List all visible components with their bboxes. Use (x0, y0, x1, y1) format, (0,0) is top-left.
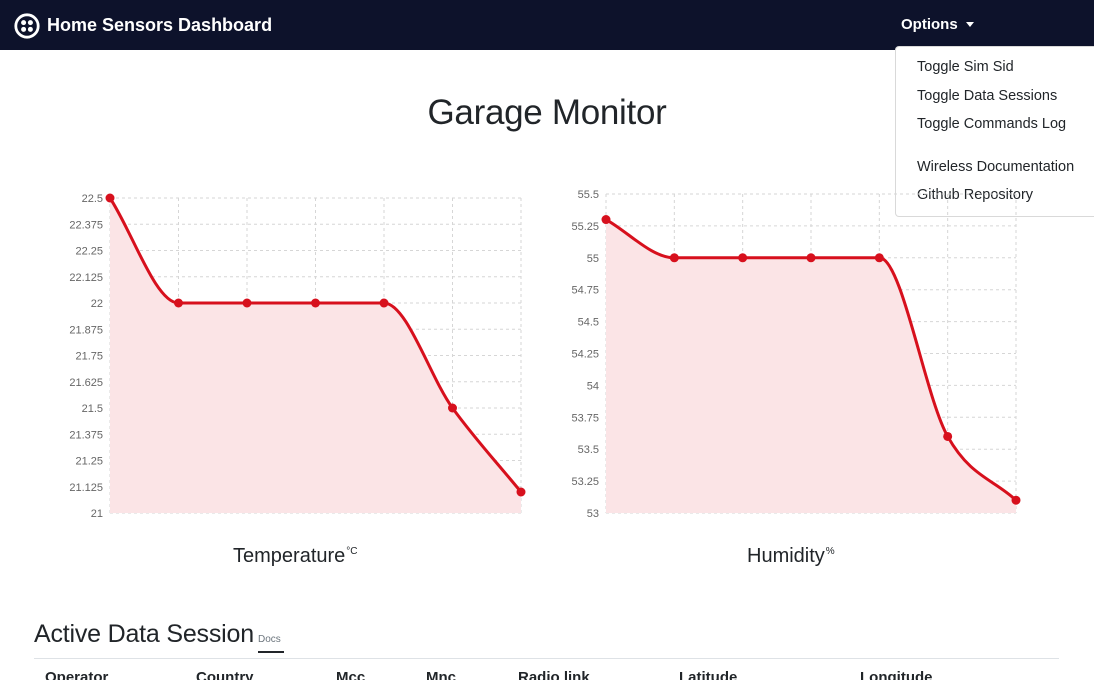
brand-title: Home Sensors Dashboard (47, 15, 273, 35)
humidity-data-point (601, 215, 611, 225)
temperature-data-point (516, 487, 526, 497)
temperature-ytick-label: 21.75 (75, 351, 103, 363)
temperature-ytick-label: 21 (91, 508, 103, 520)
options-dropdown-toggle[interactable]: Options (901, 16, 974, 33)
twilio-logo-icon (14, 12, 40, 39)
humidity-chart-label: Humidity% (747, 545, 835, 568)
temperature-chart-title: Temperature (233, 545, 346, 567)
top-navbar: Home Sensors Dashboard Options (0, 0, 1094, 50)
humidity-ytick-label: 53.75 (571, 412, 599, 424)
humidity-ytick-label: 55.5 (578, 189, 599, 201)
humidity-data-point (1011, 495, 1021, 505)
humidity-ytick-label: 55 (587, 253, 599, 265)
temperature-ytick-label: 21.125 (69, 482, 103, 494)
temperature-data-point (311, 298, 320, 308)
humidity-area-fill (606, 219, 1016, 513)
humidity-data-point (738, 253, 748, 263)
temperature-area-fill (110, 198, 521, 513)
humidity-ytick-label: 53 (587, 508, 599, 520)
docs-tab[interactable]: Docs (258, 634, 284, 653)
temperature-chart: 22.5 22.375 22.25 22.125 22 21.875 21.75 21.625… (69, 193, 526, 520)
humidity-data-point (943, 431, 953, 441)
temperature-ytick-label: 22.5 (82, 193, 103, 205)
column-header-operator: Operator (45, 669, 109, 680)
column-header-longitude: Longitude (860, 669, 933, 680)
menu-item-toggle-commands-log[interactable]: Toggle Commands Log (917, 116, 1067, 132)
menu-item-toggle-sim-sid[interactable]: Toggle Sim Sid (917, 59, 1014, 75)
menu-item-github-repository[interactable]: Github Repository (917, 187, 1034, 203)
temperature-ytick-label: 21.625 (69, 377, 103, 389)
temperature-ytick-label: 22.125 (69, 272, 103, 284)
humidity-ytick-label: 55.25 (571, 221, 599, 233)
menu-item-toggle-data-sessions[interactable]: Toggle Data Sessions (917, 88, 1058, 104)
caret-down-icon (965, 22, 974, 27)
temperature-chart-label: Temperature°C (233, 545, 358, 568)
temperature-data-point (174, 298, 183, 308)
humidity-unit: % (825, 546, 835, 557)
temperature-unit: °C (346, 546, 358, 557)
column-header-country: Country (196, 669, 254, 680)
humidity-ytick-label: 54.5 (578, 317, 599, 329)
temperature-data-point (242, 298, 252, 308)
humidity-ytick-label: 54.25 (571, 349, 599, 361)
options-label: Options (901, 16, 958, 33)
humidity-ytick-label: 54.75 (571, 285, 599, 297)
temperature-ytick-label: 21.25 (75, 456, 103, 468)
humidity-data-point (806, 253, 816, 263)
temperature-data-point (105, 193, 115, 203)
temperature-data-point (448, 403, 457, 413)
column-header-mcc: Mcc (336, 669, 366, 680)
active-data-session-title: Active Data Session (34, 620, 254, 648)
humidity-ytick-label: 54 (587, 380, 599, 392)
humidity-data-point (874, 253, 884, 263)
page-title: Garage Monitor (427, 93, 667, 132)
temperature-ytick-label: 22 (91, 298, 103, 310)
humidity-chart: 55.5 55.25 55 54.75 54.5 54.25 54 53.75 53.5 53.2… (571, 189, 1021, 520)
temperature-ytick-label: 21.875 (69, 324, 103, 336)
humidity-ytick-label: 53.5 (578, 444, 599, 456)
brand-link[interactable]: Home Sensors Dashboard (14, 12, 272, 39)
temperature-data-point (379, 298, 389, 308)
humidity-ytick-label: 53.25 (571, 476, 599, 488)
column-header-mnc: Mnc (426, 669, 456, 680)
humidity-chart-title: Humidity (747, 545, 825, 567)
menu-item-wireless-documentation[interactable]: Wireless Documentation (917, 159, 1075, 175)
section-divider (34, 658, 1059, 659)
temperature-ytick-label: 22.375 (69, 219, 103, 231)
column-header-latitude: Latitude (679, 669, 738, 680)
temperature-ytick-label: 22.25 (75, 246, 103, 258)
options-dropdown-menu: Toggle Sim Sid Toggle Data Sessions Togg… (895, 46, 1094, 217)
temperature-ytick-label: 21.5 (82, 403, 103, 415)
column-header-radio-link: Radio link (518, 669, 590, 680)
temperature-ytick-label: 21.375 (69, 429, 103, 441)
humidity-data-point (669, 253, 679, 263)
